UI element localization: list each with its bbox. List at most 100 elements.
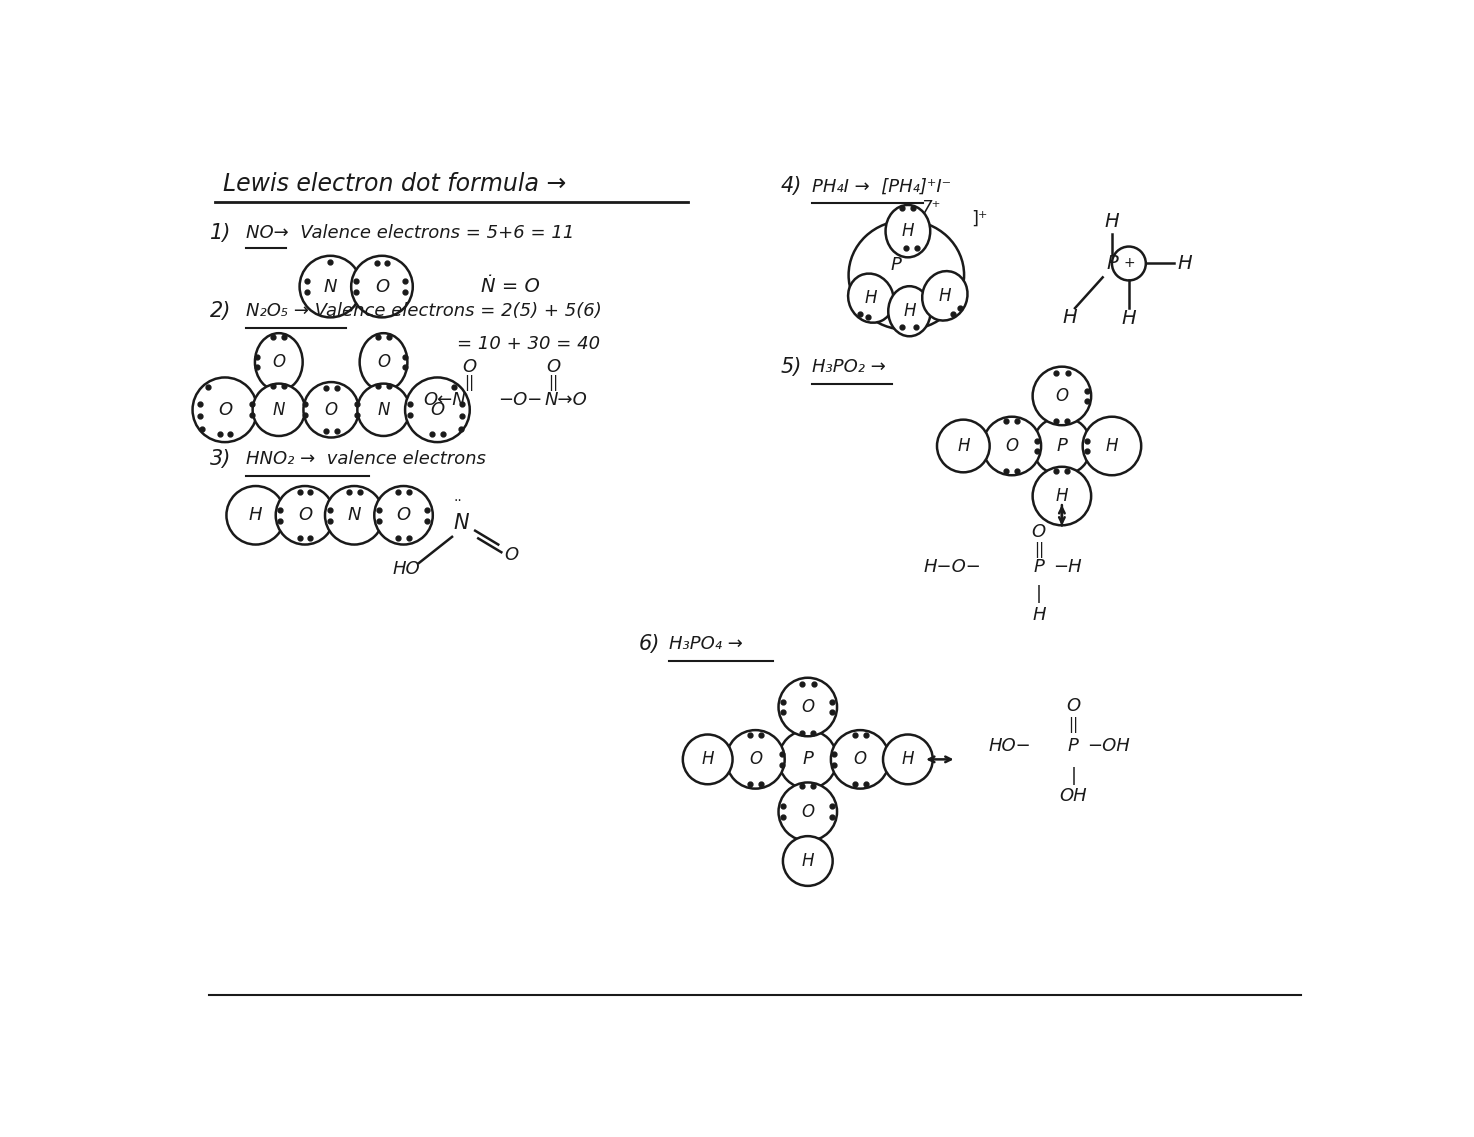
Text: H: H	[939, 287, 951, 305]
Text: O: O	[430, 400, 445, 418]
Circle shape	[405, 377, 470, 442]
Text: H: H	[1032, 606, 1045, 623]
Text: HO−: HO−	[989, 737, 1032, 755]
Circle shape	[937, 420, 989, 472]
Text: O: O	[802, 803, 814, 821]
Text: 6): 6)	[638, 633, 660, 654]
Text: O: O	[1032, 523, 1047, 541]
Text: 5): 5)	[781, 357, 802, 376]
Text: O: O	[1055, 387, 1069, 405]
Text: P: P	[890, 256, 902, 274]
Circle shape	[1033, 366, 1091, 425]
Text: O: O	[461, 358, 476, 376]
Circle shape	[783, 836, 833, 886]
Text: NO→  Valence electrons = 5+6 = 11: NO→ Valence electrons = 5+6 = 11	[246, 224, 573, 242]
Text: H: H	[865, 289, 877, 307]
Text: N: N	[273, 400, 284, 418]
Circle shape	[682, 735, 733, 785]
Ellipse shape	[848, 274, 893, 323]
Text: O←N: O←N	[423, 391, 466, 409]
Text: |: |	[1070, 766, 1076, 785]
Text: O: O	[547, 358, 560, 376]
Text: N→O: N→O	[544, 391, 587, 409]
Text: H: H	[1122, 309, 1136, 329]
Circle shape	[778, 678, 837, 737]
Text: −OH: −OH	[1088, 737, 1131, 755]
Text: H: H	[902, 750, 914, 769]
Text: 7⁺: 7⁺	[921, 199, 940, 217]
Text: O: O	[853, 750, 867, 769]
Text: Ṅ = O: Ṅ = O	[481, 277, 539, 296]
Circle shape	[1083, 417, 1141, 475]
Text: −H: −H	[1052, 558, 1082, 575]
Circle shape	[778, 782, 837, 841]
Circle shape	[299, 256, 361, 317]
Ellipse shape	[849, 221, 964, 330]
Text: N: N	[348, 506, 361, 524]
Text: −O−: −O−	[498, 391, 542, 409]
Text: OH: OH	[1060, 787, 1088, 805]
Circle shape	[831, 730, 889, 789]
Text: N₂O₅ → Valence electrons = 2(5) + 5(6): N₂O₅ → Valence electrons = 2(5) + 5(6)	[246, 302, 601, 321]
Text: O: O	[374, 277, 389, 296]
Text: H: H	[249, 506, 262, 524]
Text: H−O−: H−O−	[923, 558, 982, 575]
Text: Lewis electron dot formula →: Lewis electron dot formula →	[223, 172, 566, 197]
Text: O: O	[377, 354, 391, 371]
Circle shape	[193, 377, 258, 442]
Text: ··: ··	[453, 495, 461, 508]
Text: P: P	[1033, 558, 1044, 575]
Ellipse shape	[886, 205, 930, 257]
Circle shape	[351, 256, 413, 317]
Circle shape	[252, 383, 305, 435]
Circle shape	[276, 485, 335, 545]
Text: H: H	[904, 302, 915, 321]
Text: ||: ||	[548, 375, 559, 391]
Text: P: P	[1069, 737, 1079, 755]
Circle shape	[324, 485, 383, 545]
Text: 3): 3)	[209, 449, 231, 470]
Text: = 10 + 30 = 40: = 10 + 30 = 40	[457, 334, 600, 352]
Circle shape	[983, 417, 1041, 475]
Text: N: N	[377, 400, 389, 418]
Ellipse shape	[923, 271, 967, 321]
Text: P: P	[1057, 437, 1067, 455]
Text: O: O	[298, 506, 312, 524]
Text: O: O	[1005, 437, 1019, 455]
Circle shape	[1033, 417, 1091, 475]
Text: H: H	[1104, 211, 1119, 231]
Text: 4): 4)	[781, 176, 802, 197]
Text: O: O	[324, 400, 338, 418]
Circle shape	[778, 730, 837, 789]
Circle shape	[304, 382, 358, 438]
Text: H₃PO₂ →: H₃PO₂ →	[812, 358, 886, 375]
Circle shape	[883, 735, 933, 785]
Text: P: P	[1106, 254, 1117, 273]
Text: H: H	[957, 437, 970, 455]
Text: O: O	[397, 506, 411, 524]
Text: H: H	[702, 750, 713, 769]
Ellipse shape	[360, 333, 407, 391]
Text: O: O	[273, 354, 286, 371]
Text: H: H	[1106, 437, 1119, 455]
Text: +: +	[1123, 257, 1135, 271]
Text: H: H	[1055, 487, 1069, 505]
Circle shape	[374, 485, 433, 545]
Text: HO: HO	[392, 561, 420, 579]
Text: H₃PO₄ →: H₃PO₄ →	[669, 634, 743, 653]
Text: H: H	[1178, 254, 1192, 273]
Text: N: N	[454, 513, 469, 533]
Text: |: |	[1036, 584, 1042, 603]
Text: O: O	[504, 546, 519, 564]
Text: ||: ||	[464, 375, 475, 391]
Text: O: O	[218, 400, 231, 418]
Text: 1): 1)	[209, 223, 231, 242]
Text: O: O	[1066, 697, 1080, 715]
Ellipse shape	[889, 287, 930, 337]
Text: H: H	[802, 852, 814, 870]
Text: ||: ||	[1033, 542, 1044, 558]
Text: PH₄I →  [PH₄]⁺I⁻: PH₄I → [PH₄]⁺I⁻	[812, 177, 951, 196]
Circle shape	[1033, 467, 1091, 525]
Text: H: H	[902, 222, 914, 240]
Text: H: H	[1063, 308, 1077, 327]
